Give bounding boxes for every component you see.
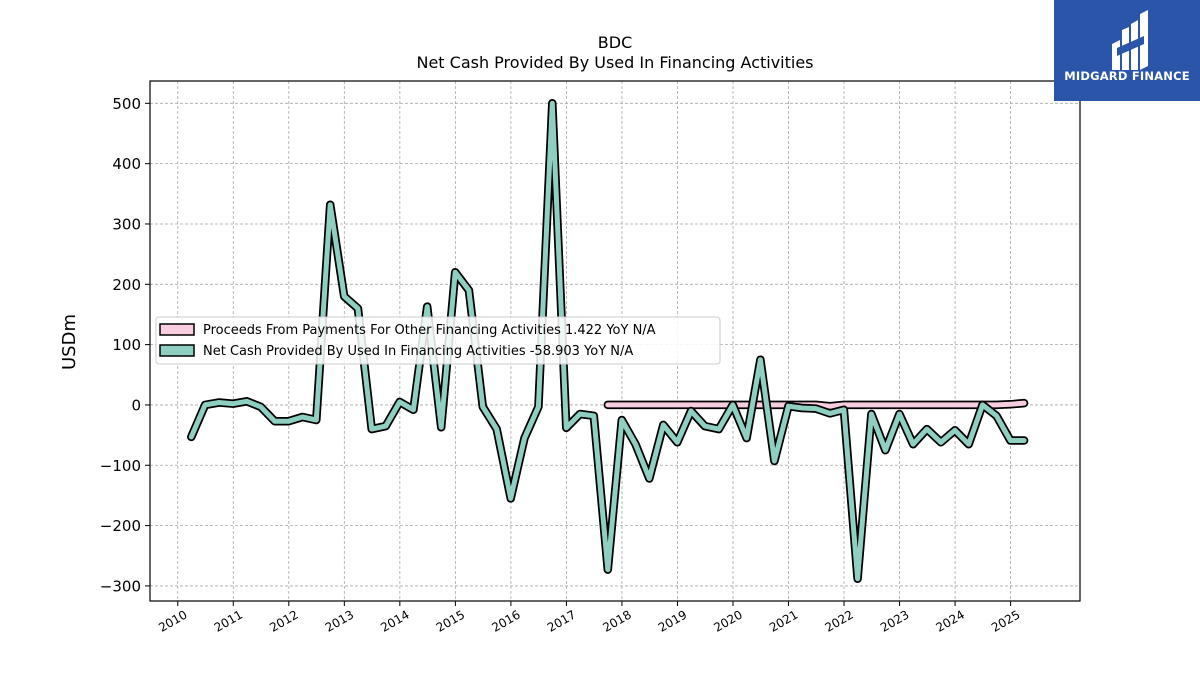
- chart-lines: [187, 99, 1029, 583]
- y-axis: −300 −200 −100 0 100 200 300 400 500: [100, 95, 150, 595]
- midgard-finance-logo: MIDGARD FINANCE: [1054, 0, 1200, 101]
- y-tick-label: −200: [100, 517, 141, 535]
- logo-text: MIDGARD FINANCE: [1064, 69, 1190, 83]
- x-tick-label: 2022: [822, 607, 855, 634]
- x-tick-label: 2014: [378, 607, 411, 634]
- x-tick-label: 2011: [212, 607, 245, 634]
- y-tick-label: 300: [112, 215, 141, 233]
- y-tick-label: 500: [112, 95, 141, 113]
- plot-frame: [149, 80, 1081, 602]
- x-tick-label: 2023: [878, 607, 911, 634]
- chart-subtitle: Net Cash Provided By Used In Financing A…: [416, 53, 814, 72]
- series-net-cash-financing-line: [188, 100, 1027, 582]
- x-tick-label: 2020: [711, 607, 744, 634]
- legend: Proceeds From Payments For Other Financi…: [155, 316, 721, 365]
- midgard-logo-icon: [1112, 10, 1148, 70]
- y-axis-label: USDm: [59, 314, 80, 370]
- x-tick-label: 2024: [934, 607, 967, 634]
- x-tick-label: 2017: [545, 607, 578, 634]
- x-tick-label: 2015: [434, 607, 467, 634]
- x-tick-label: 2018: [600, 607, 633, 634]
- chart-title: BDC: [597, 33, 633, 52]
- x-tick-label: 2025: [989, 607, 1022, 634]
- y-tick-label: 200: [112, 276, 141, 294]
- legend-label: Proceeds From Payments For Other Financi…: [203, 323, 656, 338]
- y-tick-label: 0: [131, 396, 141, 414]
- legend-label: Net Cash Provided By Used In Financing A…: [203, 344, 633, 359]
- y-tick-label: −300: [100, 577, 141, 595]
- legend-box: [155, 316, 721, 365]
- x-tick-label: 2016: [489, 607, 522, 634]
- x-tick-label: 2019: [656, 607, 689, 634]
- y-tick-label: 100: [112, 336, 141, 354]
- legend-swatch: [159, 344, 195, 357]
- x-tick-label: 2021: [767, 607, 800, 634]
- x-tick-label: 2013: [323, 607, 356, 634]
- y-tick-label: 400: [112, 155, 141, 173]
- x-tick-label: 2012: [267, 607, 300, 634]
- x-tick-label: 2010: [156, 607, 189, 634]
- y-tick-label: −100: [100, 457, 141, 475]
- x-axis: 2010 2011 2012 2013 2014 2015 2016 2017 2018 2019…: [156, 601, 1022, 635]
- legend-swatch: [159, 323, 195, 336]
